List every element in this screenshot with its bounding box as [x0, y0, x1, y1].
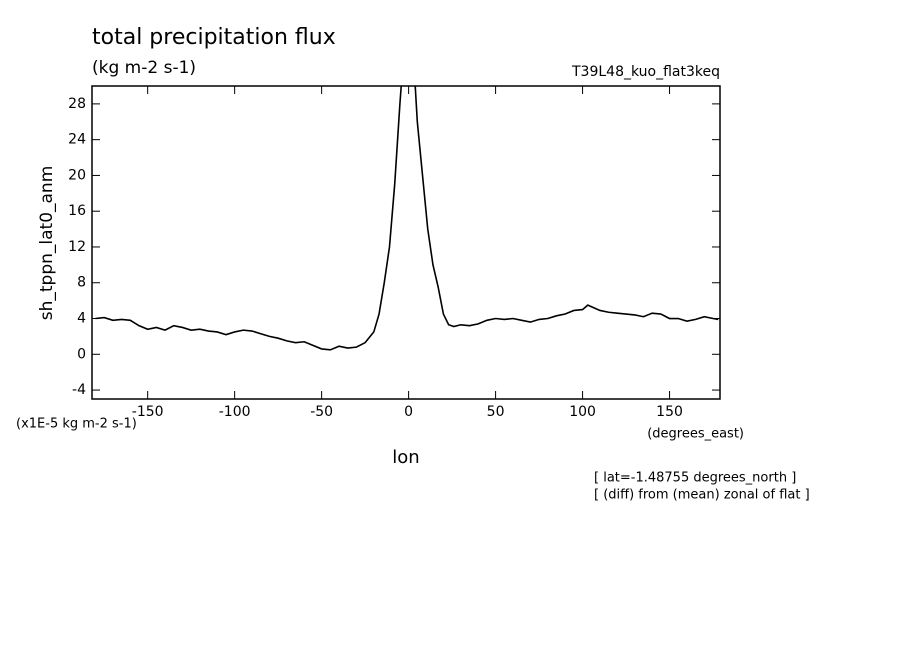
annotation: [ lat=-1.48755 degrees_north ]: [594, 471, 796, 486]
x-tick-label: 100: [569, 404, 596, 420]
x-tick-label: 150: [656, 404, 683, 420]
y-tick-label: -4: [72, 382, 86, 398]
chart-title: total precipitation flux: [92, 25, 336, 50]
y-tick-label: 0: [77, 346, 86, 362]
x-tick-label: 0: [404, 404, 413, 420]
y-tick-label: 28: [68, 96, 86, 112]
dataset-label: T39L48_kuo_flat3keq: [571, 64, 720, 80]
y-axis-label: sh_tppn_lat0_anm: [37, 166, 57, 321]
x-axis-label: lon: [392, 447, 419, 468]
y-tick-label: 24: [68, 132, 86, 148]
x-tick-label: -100: [219, 404, 251, 420]
data-line: [95, 86, 719, 351]
plot-frame: [91, 85, 721, 400]
y-tick-label: 4: [77, 311, 86, 327]
y-tick-label: 16: [68, 203, 86, 219]
x-units: (degrees_east): [647, 427, 744, 442]
x-tick-label: -150: [132, 404, 164, 420]
x-tick-label: 50: [487, 404, 505, 420]
y-tick-label: 20: [68, 167, 86, 183]
annotation: [ (diff) from (mean) zonal of flat ]: [594, 488, 810, 503]
x-tick-label: -50: [310, 404, 333, 420]
y-units: (x1E-5 kg m-2 s-1): [16, 417, 137, 432]
y-tick-label: 8: [77, 275, 86, 291]
y-tick-label: 12: [68, 239, 86, 255]
chart-subtitle: (kg m-2 s-1): [92, 58, 196, 78]
